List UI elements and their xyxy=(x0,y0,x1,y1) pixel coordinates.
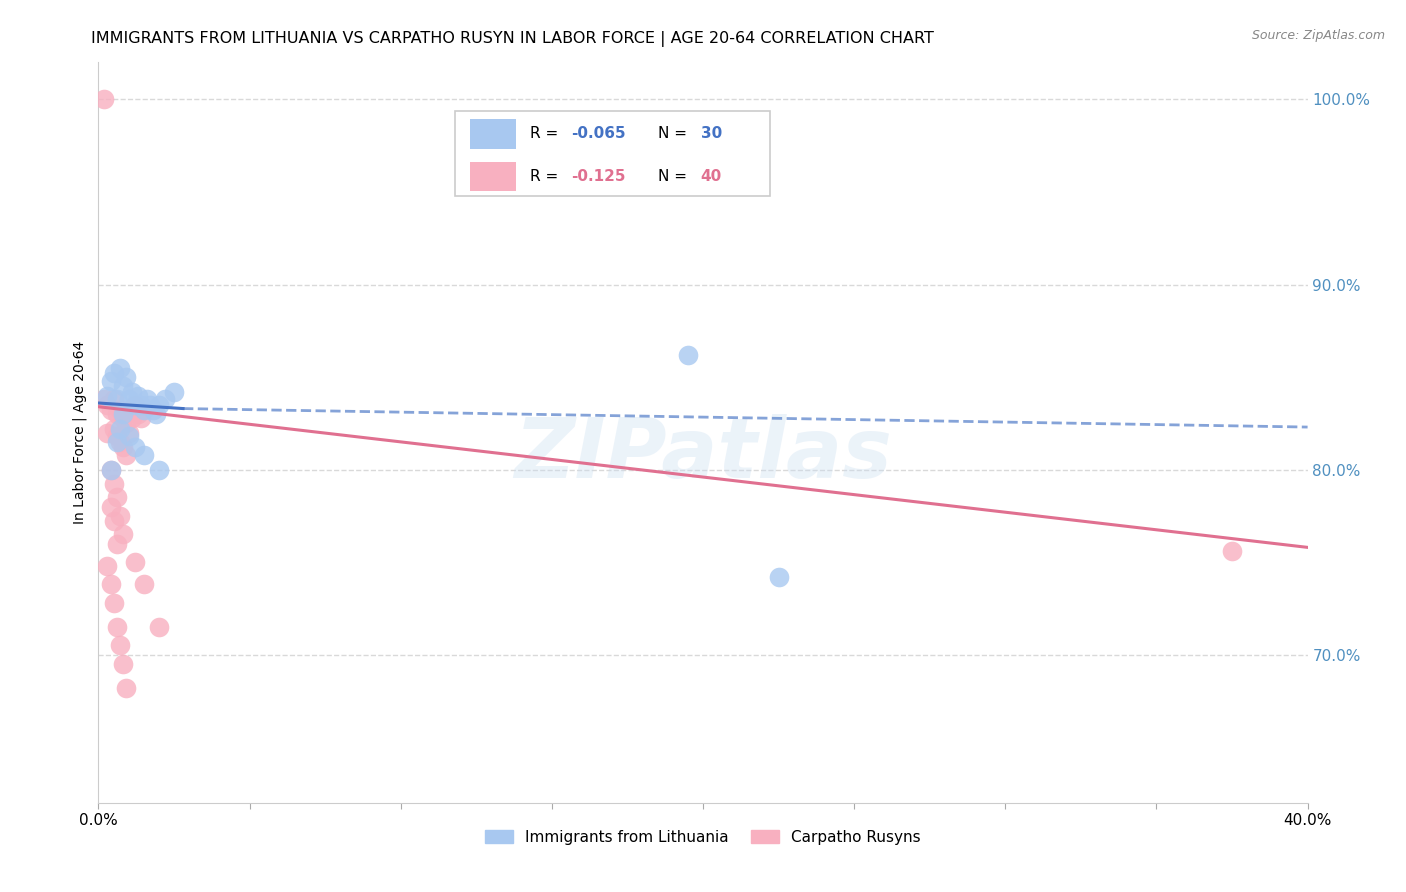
Text: -0.065: -0.065 xyxy=(571,127,626,142)
Point xyxy=(111,407,134,421)
Point xyxy=(121,384,143,399)
Y-axis label: In Labor Force | Age 20-64: In Labor Force | Age 20-64 xyxy=(73,341,87,524)
Point xyxy=(114,681,136,695)
Point xyxy=(105,536,128,550)
Point xyxy=(100,500,122,514)
Text: Source: ZipAtlas.com: Source: ZipAtlas.com xyxy=(1251,29,1385,42)
Point xyxy=(111,441,134,455)
Point xyxy=(148,620,170,634)
Point xyxy=(148,462,170,476)
Point xyxy=(105,407,128,421)
Legend: Immigrants from Lithuania, Carpatho Rusyns: Immigrants from Lithuania, Carpatho Rusy… xyxy=(479,823,927,851)
Point xyxy=(142,403,165,417)
Point xyxy=(124,441,146,455)
Point xyxy=(103,367,125,381)
Point xyxy=(153,392,176,407)
Point xyxy=(103,515,125,529)
Bar xyxy=(470,120,516,149)
Point xyxy=(105,434,128,449)
Point xyxy=(768,570,790,584)
Point xyxy=(676,348,699,362)
Point xyxy=(96,398,118,412)
Point xyxy=(114,448,136,462)
Point xyxy=(132,403,155,417)
Bar xyxy=(470,161,516,192)
Point xyxy=(108,422,131,436)
Point xyxy=(139,398,162,412)
Text: R =: R = xyxy=(530,127,564,142)
Point xyxy=(108,508,131,523)
Point xyxy=(100,403,122,417)
Point xyxy=(111,657,134,671)
Point xyxy=(127,407,149,421)
Point xyxy=(96,425,118,440)
Point xyxy=(103,596,125,610)
Point xyxy=(124,555,146,569)
Point xyxy=(118,425,141,440)
Point xyxy=(124,398,146,412)
Point xyxy=(93,92,115,106)
Point xyxy=(148,398,170,412)
Point xyxy=(111,410,134,425)
Point xyxy=(96,388,118,402)
Point xyxy=(100,374,122,388)
Point xyxy=(114,417,136,431)
Point xyxy=(132,448,155,462)
Point xyxy=(129,410,152,425)
Point xyxy=(135,392,157,407)
Point xyxy=(163,384,186,399)
Text: 30: 30 xyxy=(700,127,721,142)
Point xyxy=(145,407,167,421)
Point xyxy=(100,577,122,591)
Point xyxy=(124,398,146,412)
Point xyxy=(114,370,136,384)
Text: N =: N = xyxy=(658,169,692,184)
Point xyxy=(93,392,115,407)
Text: -0.125: -0.125 xyxy=(571,169,626,184)
Point xyxy=(105,620,128,634)
Point xyxy=(96,558,118,573)
FancyBboxPatch shape xyxy=(456,111,769,195)
Point xyxy=(108,639,131,653)
Point xyxy=(108,434,131,449)
Point xyxy=(100,462,122,476)
Point xyxy=(103,422,125,436)
Point xyxy=(127,388,149,402)
Point xyxy=(108,360,131,375)
Point xyxy=(118,403,141,417)
Point xyxy=(105,392,128,407)
Text: ZIPatlas: ZIPatlas xyxy=(515,414,891,495)
Point xyxy=(105,429,128,443)
Point xyxy=(111,379,134,393)
Point xyxy=(100,462,122,476)
Point xyxy=(111,527,134,541)
Point xyxy=(129,398,152,412)
Point xyxy=(103,392,125,407)
Point xyxy=(118,392,141,407)
Point xyxy=(108,403,131,417)
Point xyxy=(121,410,143,425)
Text: 40: 40 xyxy=(700,169,721,184)
Point xyxy=(103,477,125,491)
Point xyxy=(105,491,128,505)
Point xyxy=(132,577,155,591)
Point xyxy=(118,429,141,443)
Text: N =: N = xyxy=(658,127,692,142)
Point xyxy=(1220,544,1243,558)
Text: IMMIGRANTS FROM LITHUANIA VS CARPATHO RUSYN IN LABOR FORCE | AGE 20-64 CORRELATI: IMMIGRANTS FROM LITHUANIA VS CARPATHO RU… xyxy=(91,31,934,47)
Text: R =: R = xyxy=(530,169,564,184)
